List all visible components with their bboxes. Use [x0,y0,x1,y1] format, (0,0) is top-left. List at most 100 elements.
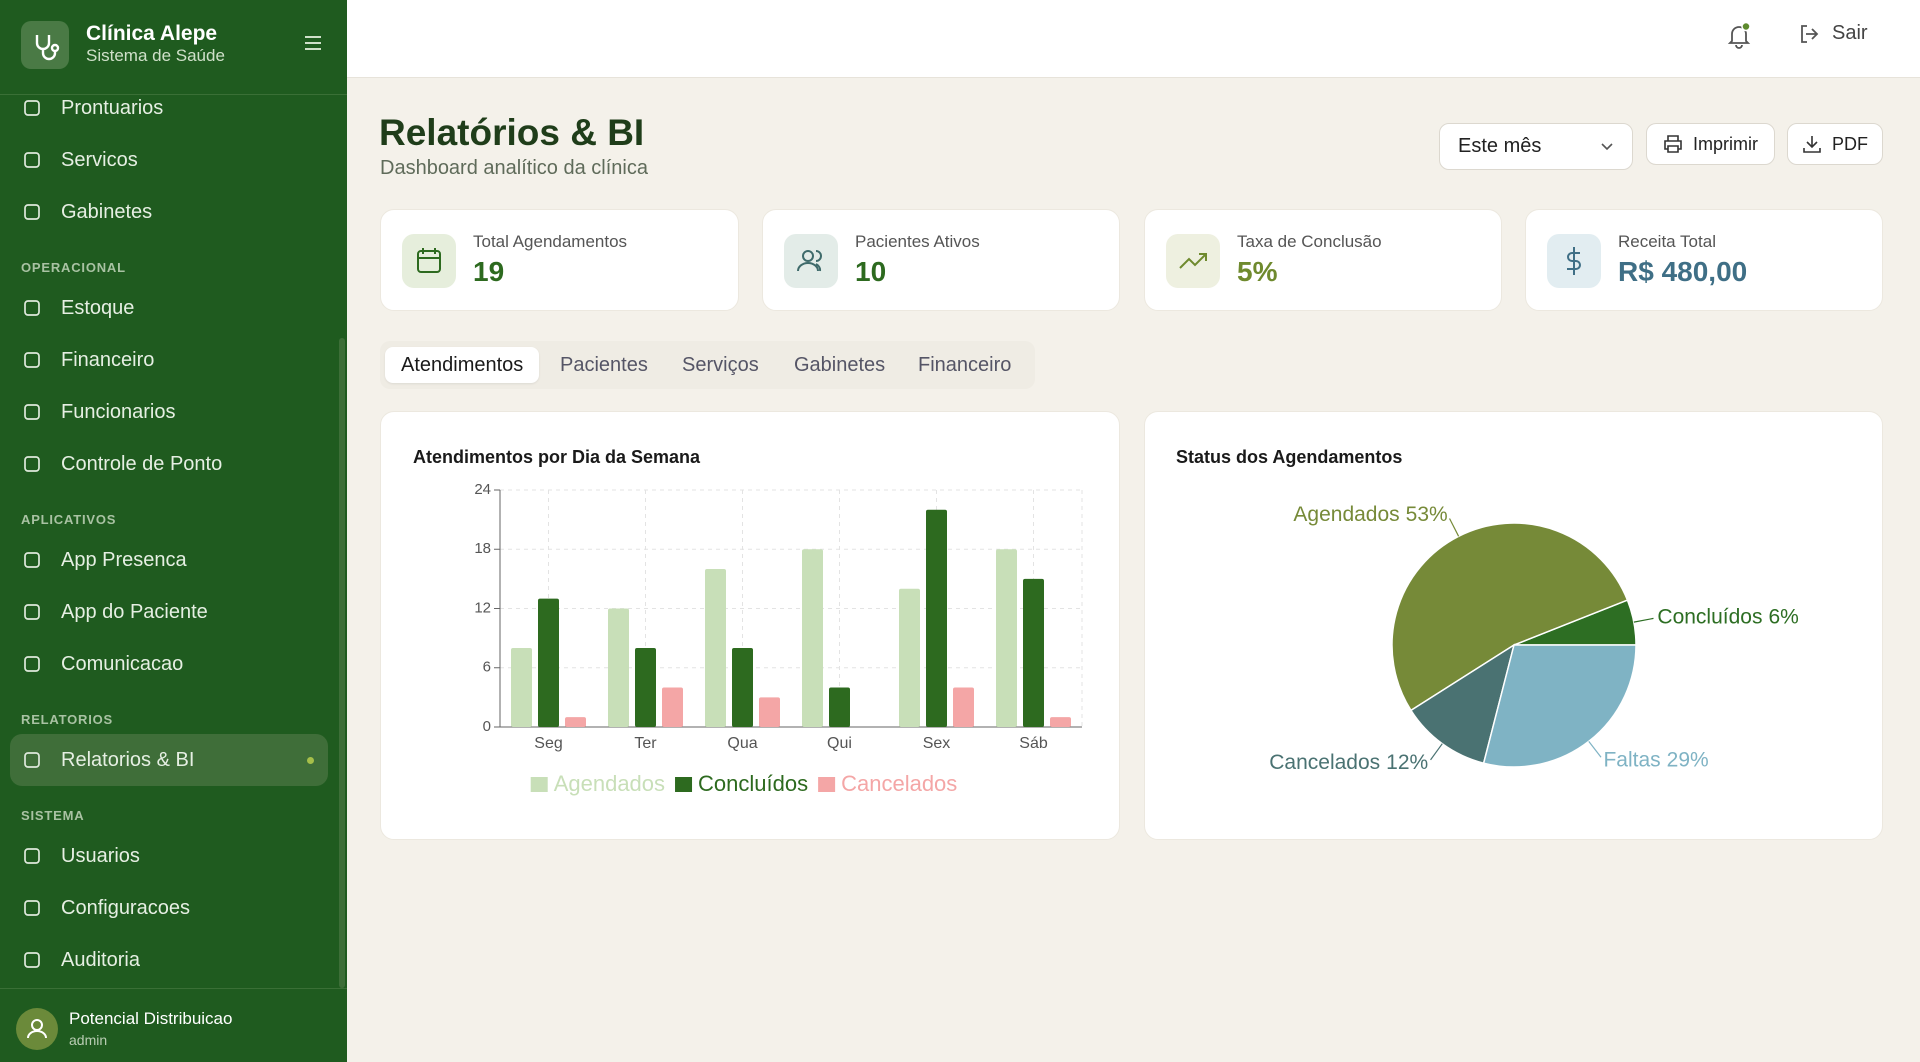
logout-icon [1801,24,1819,43]
chart-title: Status dos Agendamentos [1176,447,1402,467]
nav-icon [24,552,40,568]
bar [732,648,753,727]
print-label: Imprimir [1693,133,1758,154]
legend-label: Concluídos [698,771,808,796]
x-tick-label: Qua [727,735,757,752]
nav-item[interactable]: Relatorios & BI [10,734,328,786]
bar [662,687,683,727]
section-title: OPERACIONAL [21,260,126,275]
chevron [1601,142,1613,150]
bar [899,588,920,727]
bar [829,687,850,727]
slice-label: Cancelados 12% [1269,751,1428,774]
bar [511,648,532,727]
nav-icon [24,300,40,316]
nav-item[interactable]: Servicos [0,134,338,186]
nav-item[interactable]: App do Paciente [0,586,338,638]
pie-chart: Status dos Agendamentos Concluídos 6% Agen… [1176,447,1799,774]
nav-icon [24,404,40,420]
nav-icon [24,152,40,168]
bar [635,648,656,727]
logout-label: Sair [1832,22,1868,44]
bar [565,717,586,727]
bar [996,549,1017,727]
label-connector [1448,518,1460,537]
nav-icon [24,352,40,368]
legend-label: Cancelados [841,771,957,796]
slice-value: 29% [1667,748,1709,771]
nav-item[interactable]: Prontuarios [0,96,338,134]
scrollbar[interactable] [339,338,345,988]
nav-icon [24,204,40,220]
nav-item[interactable]: App Presenca [0,534,338,586]
slice-value: 12% [1386,751,1428,774]
bar [953,687,974,727]
bar [608,608,629,727]
kpi-icon [402,234,456,288]
nav-item[interactable]: Usuarios [0,830,338,882]
nav-label: Controle de Ponto [61,452,223,475]
x-tick-label: Sex [923,735,951,752]
kpi-label: Receita Total [1618,232,1716,251]
nav-icon [24,952,40,968]
nav-item[interactable]: Funcionarios [0,386,338,438]
nav-item[interactable]: Configuracoes [0,882,338,934]
brand: Clínica Alepe Sistema de Saúde [0,0,347,95]
nav-item[interactable]: Controle de Ponto [0,438,338,490]
bar-chart: Atendimentos por Dia da Semana 0 6 12 18 24 S… [413,447,1083,796]
nav-label: Configuracoes [61,896,190,919]
notification-bell[interactable] [1725,22,1753,50]
nav-item[interactable]: Financeiro [0,334,338,386]
kpi-value: 10 [855,256,887,287]
nav-icon [24,604,40,620]
kpi-value: 19 [473,256,505,287]
kpi-card: Pacientes Ativos 10 [762,209,1120,311]
x-tick-label: Ter [634,735,657,752]
x-tick-label: Seg [534,735,562,752]
logo-icon [35,35,60,61]
slice-name: Agendados [1293,502,1399,525]
page-title: Relatórios & BI [379,112,645,153]
nav-label: Servicos [61,148,138,171]
slice-value: 6% [1768,605,1798,628]
print-button[interactable]: Imprimir [1646,123,1775,165]
kpi-value: R$ 480,00 [1618,256,1748,287]
nav-item[interactable]: Comunicacao [0,638,338,690]
tab[interactable]: Financeiro [918,354,1012,376]
pdf-label: PDF [1832,133,1868,154]
sidebar: Clínica Alepe Sistema de Saúde Prontuari… [0,0,347,1062]
nav-item[interactable]: Gabinetes [0,186,338,238]
slice-name: Concluídos [1657,605,1762,628]
bar [705,569,726,727]
nav-label: Funcionarios [61,400,176,423]
legend-label: Agendados [554,771,665,796]
pie-slice [1482,644,1637,768]
legend-swatch [530,777,548,792]
avatar [16,1008,58,1050]
tab[interactable]: Pacientes [560,354,648,376]
download-icon [1803,136,1821,153]
nav-label: App Presenca [61,548,187,571]
tab[interactable]: Serviços [682,354,759,376]
pie-slice [1409,643,1516,765]
menu-toggle[interactable] [303,34,323,52]
chart-title: Atendimentos por Dia da Semana [413,447,701,467]
tab[interactable]: Atendimentos [385,347,540,383]
nav-item[interactable]: Estoque [0,282,338,334]
legend-swatch [818,777,836,792]
nav-icon [24,848,40,864]
nav-label: Auditoria [61,948,140,971]
y-tick-label: 24 [474,481,491,498]
period-select[interactable]: Este mês [1439,123,1633,170]
tab[interactable]: Gabinetes [794,354,886,376]
bar [926,509,947,727]
slice-label: Agendados 53% [1293,502,1447,525]
nav-item[interactable]: Auditoria [0,934,338,986]
pdf-button[interactable]: PDF [1787,123,1883,165]
logout-button[interactable]: Sair [1798,22,1868,45]
nav-label: Comunicacao [61,652,184,675]
user-box: Potencial Distribuicao admin [0,988,347,1062]
tabs: Atendimentos Pacientes Serviços Gabinete… [380,341,1035,389]
